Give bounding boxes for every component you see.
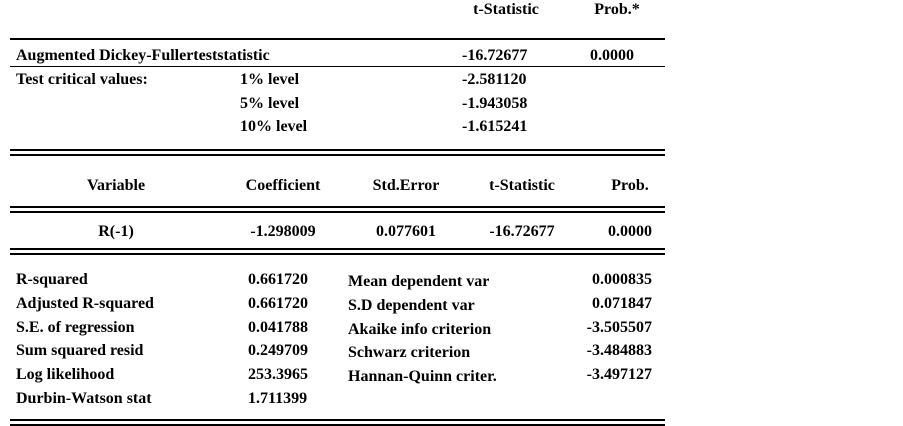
- rule: [10, 38, 665, 40]
- rule: [10, 149, 665, 151]
- rule: [10, 211, 665, 213]
- cell: 0.661720: [248, 271, 308, 288]
- cell: 0.000835: [592, 271, 652, 288]
- cell: 0.661720: [248, 294, 308, 312]
- cell: -3.505507: [586, 318, 652, 336]
- cell: -1.615241: [462, 118, 528, 135]
- rule: [10, 424, 665, 426]
- row-label: 10% level: [240, 118, 308, 135]
- column-header: Variable: [86, 177, 146, 194]
- row-label: Adjusted R-squared: [16, 294, 154, 312]
- column-header: Std.Error: [372, 177, 440, 194]
- cell: 0.0000: [590, 47, 634, 64]
- cell: 0.249709: [248, 342, 308, 360]
- cell: R(-1): [98, 223, 134, 240]
- rule: [10, 66, 665, 67]
- cell: -3.497127: [586, 366, 652, 384]
- column-header: Prob.: [611, 177, 649, 194]
- row-label: Durbin-Watson stat: [16, 390, 152, 407]
- row-label: Hannan-Quinn criter.: [348, 368, 497, 386]
- row-label: Augmented Dickey-Fullerteststatistic: [16, 47, 270, 64]
- rule: [10, 206, 665, 208]
- cell: -2.581120: [462, 71, 527, 88]
- cell: 1.711399: [248, 390, 308, 407]
- rule: [10, 253, 665, 255]
- cell: 0.041788: [248, 318, 308, 336]
- cell: -3.484883: [586, 342, 652, 360]
- row-label: Log likelihood: [16, 366, 115, 384]
- rule: [10, 419, 665, 421]
- column-header: t-Statistic: [473, 1, 539, 18]
- row-label: 1% level: [240, 71, 300, 88]
- row-label: S.E. of regression: [16, 318, 135, 336]
- cell: 0.0000: [608, 223, 652, 240]
- cell: 253.3965: [248, 366, 308, 384]
- cell: -16.72677: [462, 47, 528, 64]
- column-header: Coefficient: [245, 177, 321, 194]
- rule: [10, 154, 665, 156]
- row-label: Mean dependent var: [348, 273, 490, 290]
- cell: -1.943058: [462, 94, 528, 112]
- column-header: t-Statistic: [489, 177, 555, 194]
- cell: 0.077601: [376, 223, 436, 240]
- row-label: Akaike info criterion: [348, 320, 492, 338]
- row-label: R-squared: [16, 271, 88, 288]
- column-header: Prob.*: [594, 1, 640, 18]
- row-label: Sum squared resid: [16, 342, 144, 360]
- cell: 0.071847: [592, 294, 652, 312]
- cell: -1.298009: [250, 223, 316, 240]
- row-label: Test critical values:: [16, 71, 148, 88]
- row-label: 5% level: [240, 94, 300, 112]
- rule: [10, 248, 665, 250]
- cell: -16.72677: [489, 223, 555, 240]
- row-label: S.D dependent var: [348, 296, 475, 314]
- row-label: Schwarz criterion: [348, 344, 471, 362]
